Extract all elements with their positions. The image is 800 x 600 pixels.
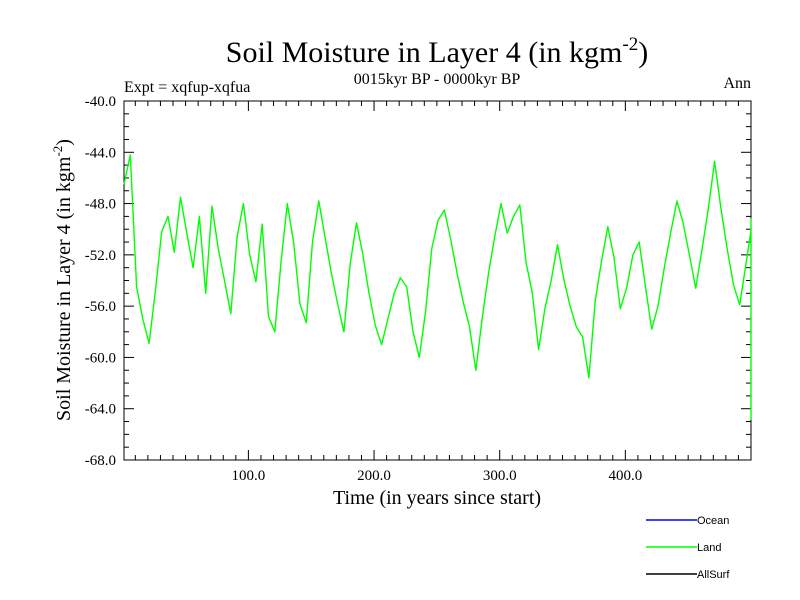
legend-label-land: Land bbox=[697, 542, 721, 554]
chart-title: Soil Moisture in Layer 4 (in kgm-2) bbox=[226, 34, 648, 69]
y-tick-label: -56.0 bbox=[85, 299, 116, 315]
y-tick-label: -64.0 bbox=[85, 402, 116, 418]
experiment-label: Expt = xqfup-xqfua bbox=[124, 79, 250, 96]
x-tick-label: 100.0 bbox=[232, 468, 266, 484]
series-line-land bbox=[123, 154, 752, 420]
y-axis: -40.0 -44.0 -48.0 -52.0 -56.0 -60.0 -64.0 -68.0 bbox=[85, 94, 751, 469]
y-tick-label: -60.0 bbox=[85, 350, 116, 366]
y-tick-label: -52.0 bbox=[85, 248, 116, 264]
legend: Ocean Land AllSurf bbox=[646, 515, 730, 581]
x-axis: 100.0 200.0 300.0 400.0 bbox=[134, 101, 739, 484]
y-tick-label: -48.0 bbox=[85, 197, 116, 213]
x-tick-label: 200.0 bbox=[357, 468, 391, 484]
series-layer bbox=[123, 154, 752, 420]
legend-label-ocean: Ocean bbox=[697, 515, 729, 527]
legend-label-allsurf: AllSurf bbox=[697, 569, 730, 581]
y-tick-label: -40.0 bbox=[85, 94, 116, 110]
plot-frame bbox=[123, 100, 752, 461]
y-axis-label: Soil Moisture in Layer 4 (in kgm-2) bbox=[50, 139, 75, 421]
x-tick-label: 300.0 bbox=[483, 468, 517, 484]
y-tick-label: -68.0 bbox=[85, 453, 116, 469]
x-axis-label: Time (in years since start) bbox=[333, 487, 541, 509]
season-label: Ann bbox=[723, 75, 751, 92]
y-tick-label: -44.0 bbox=[85, 145, 116, 161]
period-subtitle: 0015kyr BP - 0000kyr BP bbox=[354, 71, 521, 88]
x-tick-label: 400.0 bbox=[608, 468, 642, 484]
